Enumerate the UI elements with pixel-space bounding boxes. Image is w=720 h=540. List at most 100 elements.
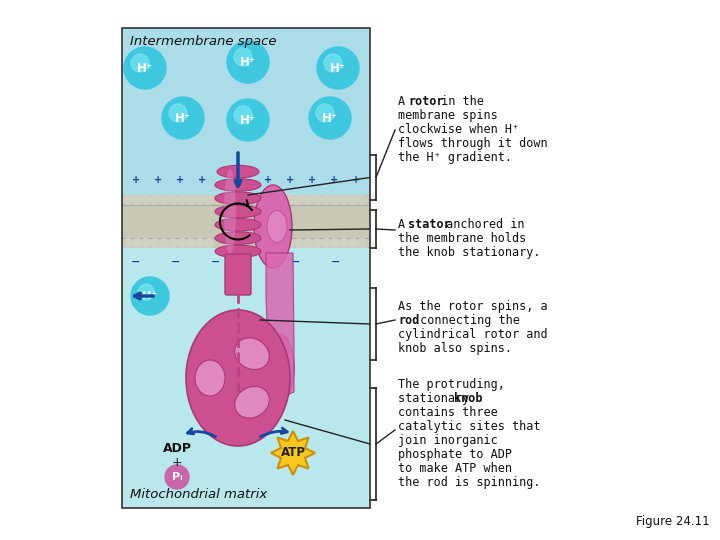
Circle shape bbox=[227, 41, 269, 83]
Text: +: + bbox=[330, 175, 338, 185]
Text: +: + bbox=[264, 175, 272, 185]
Circle shape bbox=[131, 54, 149, 72]
FancyBboxPatch shape bbox=[225, 254, 251, 295]
Circle shape bbox=[276, 195, 286, 205]
Text: −: − bbox=[131, 257, 140, 267]
Ellipse shape bbox=[215, 179, 261, 191]
Text: As the rotor spins, a: As the rotor spins, a bbox=[398, 300, 548, 313]
Circle shape bbox=[131, 277, 169, 315]
Ellipse shape bbox=[224, 169, 236, 254]
Circle shape bbox=[330, 195, 340, 205]
Circle shape bbox=[294, 239, 304, 247]
Circle shape bbox=[340, 195, 348, 205]
Text: knob also spins.: knob also spins. bbox=[398, 342, 512, 355]
Ellipse shape bbox=[215, 205, 261, 218]
Text: +: + bbox=[308, 175, 316, 185]
Ellipse shape bbox=[217, 165, 259, 178]
Circle shape bbox=[312, 195, 322, 205]
Text: the rod is spinning.: the rod is spinning. bbox=[398, 476, 541, 489]
Circle shape bbox=[132, 195, 142, 205]
Text: flows through it down: flows through it down bbox=[398, 137, 548, 150]
Text: the H⁺ gradient.: the H⁺ gradient. bbox=[398, 151, 512, 164]
Circle shape bbox=[358, 239, 366, 247]
Text: connecting the: connecting the bbox=[413, 314, 520, 327]
Ellipse shape bbox=[215, 219, 261, 231]
Text: +: + bbox=[286, 175, 294, 185]
Text: A: A bbox=[398, 218, 413, 231]
Circle shape bbox=[286, 195, 294, 205]
Circle shape bbox=[358, 195, 366, 205]
Ellipse shape bbox=[266, 334, 294, 402]
Text: ATP: ATP bbox=[281, 447, 305, 460]
Bar bbox=[122, 248, 370, 508]
Circle shape bbox=[330, 239, 340, 247]
Circle shape bbox=[286, 239, 294, 247]
Ellipse shape bbox=[195, 360, 225, 396]
Text: ADP: ADP bbox=[163, 442, 192, 455]
Text: +: + bbox=[176, 175, 184, 185]
Text: The protruding,: The protruding, bbox=[398, 378, 505, 391]
Circle shape bbox=[168, 239, 178, 247]
Circle shape bbox=[258, 239, 268, 247]
Circle shape bbox=[196, 195, 204, 205]
Circle shape bbox=[124, 195, 132, 205]
Text: stator: stator bbox=[408, 218, 451, 231]
Circle shape bbox=[186, 239, 196, 247]
Ellipse shape bbox=[235, 387, 269, 418]
Circle shape bbox=[138, 284, 154, 300]
Text: H⁺: H⁺ bbox=[322, 111, 338, 125]
Text: A: A bbox=[398, 95, 413, 108]
Circle shape bbox=[204, 195, 214, 205]
Circle shape bbox=[304, 239, 312, 247]
Circle shape bbox=[178, 239, 186, 247]
Circle shape bbox=[234, 48, 252, 66]
Circle shape bbox=[304, 195, 312, 205]
Circle shape bbox=[196, 239, 204, 247]
Text: to make ATP when: to make ATP when bbox=[398, 462, 512, 475]
Text: join inorganic: join inorganic bbox=[398, 434, 498, 447]
Text: Intermembrane space: Intermembrane space bbox=[130, 36, 276, 49]
Text: the membrane holds: the membrane holds bbox=[398, 232, 526, 245]
Circle shape bbox=[168, 195, 178, 205]
Ellipse shape bbox=[215, 245, 261, 258]
Text: −: − bbox=[292, 257, 301, 267]
Ellipse shape bbox=[186, 310, 290, 446]
Circle shape bbox=[294, 195, 304, 205]
Circle shape bbox=[124, 47, 166, 89]
Text: +: + bbox=[154, 175, 162, 185]
Circle shape bbox=[324, 54, 342, 72]
Text: −: − bbox=[211, 257, 221, 267]
Bar bbox=[122, 28, 370, 195]
Ellipse shape bbox=[235, 338, 269, 369]
Circle shape bbox=[150, 195, 160, 205]
Circle shape bbox=[322, 195, 330, 205]
Circle shape bbox=[162, 97, 204, 139]
Text: cylindrical rotor and: cylindrical rotor and bbox=[398, 328, 548, 341]
Text: catalytic sites that: catalytic sites that bbox=[398, 420, 541, 433]
Circle shape bbox=[268, 195, 276, 205]
Circle shape bbox=[160, 195, 168, 205]
Circle shape bbox=[348, 195, 358, 205]
Text: rotor: rotor bbox=[408, 95, 444, 108]
Text: in the: in the bbox=[433, 95, 484, 108]
Text: contains three: contains three bbox=[398, 406, 498, 419]
Circle shape bbox=[142, 195, 150, 205]
Circle shape bbox=[309, 97, 351, 139]
Circle shape bbox=[169, 104, 187, 122]
Text: Pᵢ: Pᵢ bbox=[171, 472, 182, 482]
Circle shape bbox=[317, 47, 359, 89]
Text: +: + bbox=[132, 175, 140, 185]
Circle shape bbox=[178, 195, 186, 205]
Text: −: − bbox=[171, 257, 181, 267]
Circle shape bbox=[234, 106, 252, 124]
Circle shape bbox=[316, 104, 334, 122]
Text: phosphate to ADP: phosphate to ADP bbox=[398, 448, 512, 461]
Circle shape bbox=[204, 239, 214, 247]
Text: +: + bbox=[198, 175, 206, 185]
Circle shape bbox=[165, 465, 189, 489]
Circle shape bbox=[258, 195, 268, 205]
Circle shape bbox=[276, 239, 286, 247]
Text: membrane spins: membrane spins bbox=[398, 109, 498, 122]
Polygon shape bbox=[266, 253, 294, 402]
Ellipse shape bbox=[215, 192, 261, 205]
